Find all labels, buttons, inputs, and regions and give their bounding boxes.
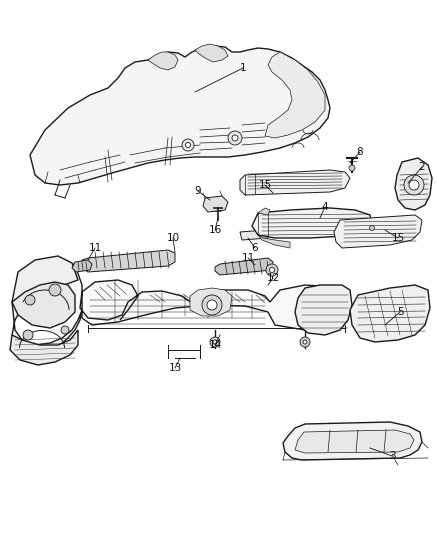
- Polygon shape: [258, 208, 270, 215]
- Polygon shape: [240, 170, 350, 195]
- Polygon shape: [15, 258, 350, 330]
- Circle shape: [182, 139, 194, 151]
- Text: 1: 1: [239, 63, 246, 73]
- Polygon shape: [190, 288, 232, 316]
- Text: 10: 10: [166, 233, 180, 243]
- Text: 12: 12: [267, 273, 280, 283]
- Text: 14: 14: [208, 340, 222, 350]
- Circle shape: [266, 264, 278, 276]
- Text: 15: 15: [392, 233, 405, 243]
- Polygon shape: [82, 250, 175, 272]
- Text: 15: 15: [258, 180, 272, 190]
- Polygon shape: [12, 256, 82, 352]
- Circle shape: [61, 326, 69, 334]
- Text: 11: 11: [88, 243, 102, 253]
- Polygon shape: [12, 282, 75, 328]
- Circle shape: [270, 268, 274, 272]
- Circle shape: [404, 175, 424, 195]
- Polygon shape: [295, 430, 414, 453]
- Circle shape: [210, 337, 220, 347]
- Polygon shape: [10, 330, 78, 365]
- Circle shape: [23, 330, 33, 340]
- Polygon shape: [30, 46, 330, 185]
- Polygon shape: [350, 285, 430, 342]
- Polygon shape: [195, 44, 228, 62]
- Text: 6: 6: [252, 243, 258, 253]
- Circle shape: [202, 295, 222, 315]
- Polygon shape: [295, 285, 352, 335]
- Polygon shape: [252, 208, 372, 238]
- Text: 11: 11: [241, 253, 255, 263]
- Polygon shape: [265, 52, 325, 138]
- Polygon shape: [203, 196, 228, 212]
- Polygon shape: [258, 235, 290, 248]
- Circle shape: [25, 295, 35, 305]
- Circle shape: [409, 180, 419, 190]
- Polygon shape: [283, 422, 422, 460]
- Circle shape: [207, 300, 217, 310]
- Text: 16: 16: [208, 225, 222, 235]
- Polygon shape: [240, 230, 268, 240]
- Text: 5: 5: [397, 307, 403, 317]
- Circle shape: [370, 225, 375, 230]
- Circle shape: [213, 340, 217, 344]
- Circle shape: [300, 337, 310, 347]
- Circle shape: [303, 340, 307, 344]
- Circle shape: [228, 131, 242, 145]
- Circle shape: [349, 165, 355, 171]
- Polygon shape: [72, 260, 92, 272]
- Text: 4: 4: [322, 202, 328, 212]
- Text: 8: 8: [357, 147, 363, 157]
- Polygon shape: [215, 258, 273, 275]
- Circle shape: [185, 142, 191, 148]
- Text: 13: 13: [168, 363, 182, 373]
- Text: 3: 3: [388, 451, 395, 461]
- Polygon shape: [148, 52, 178, 70]
- Polygon shape: [395, 158, 432, 210]
- Polygon shape: [334, 215, 422, 248]
- Circle shape: [49, 284, 61, 296]
- Text: 9: 9: [195, 186, 201, 196]
- Circle shape: [232, 135, 238, 141]
- Text: 2: 2: [419, 162, 425, 172]
